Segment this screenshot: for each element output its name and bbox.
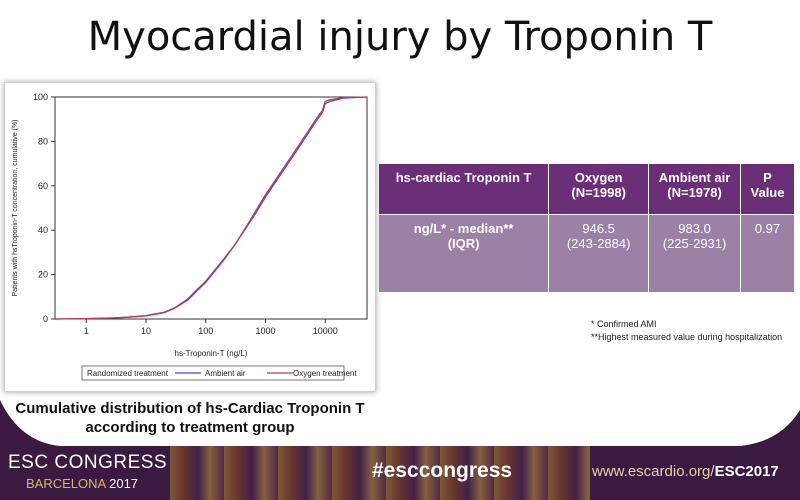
chart-caption-line1: Cumulative distribution of hs-Cardiac Tr… bbox=[15, 400, 365, 417]
cell-ambient: 983.0 (225-2931) bbox=[648, 214, 741, 292]
footer-url-suffix: ESC2017 bbox=[714, 463, 779, 480]
header-oxygen-n: (N=1998) bbox=[571, 185, 626, 200]
x-axis-label: hs-Troponin-T (ng/L) bbox=[175, 349, 248, 358]
table-header-row: hs-cardiac Troponin T Oxygen (N=1998) Amb… bbox=[379, 164, 795, 215]
header-troponin: hs-cardiac Troponin T bbox=[379, 164, 550, 215]
header-p-label: P bbox=[763, 170, 772, 185]
legend-label: Oxygen treatment bbox=[293, 369, 357, 378]
footer-congress-name: ESC CONGRESS bbox=[8, 452, 168, 473]
y-tick-label: 20 bbox=[38, 270, 48, 280]
chart-caption: Cumulative distribution of hs-Cardiac Tr… bbox=[0, 399, 380, 437]
header-p-value: P Value bbox=[740, 164, 795, 215]
oxygen-iqr: (243-2884) bbox=[566, 235, 631, 251]
header-oxygen: Oxygen (N=1998) bbox=[548, 164, 650, 215]
footer-url[interactable]: www.escardio.org/ESC2017 bbox=[592, 463, 779, 480]
row-label: ng/L* - median** (IQR) bbox=[379, 214, 550, 292]
chart-panel: 0 20 40 60 80 100 1 10 100 1000 10000 hs-Troponin-T… bbox=[4, 82, 376, 392]
chart-caption-line2: according to treatment group bbox=[85, 419, 295, 436]
y-tick-label: 40 bbox=[38, 225, 48, 235]
p-value: 0.97 bbox=[754, 220, 781, 236]
header-ambient-label: Ambient air bbox=[658, 170, 731, 185]
y-tick-label: 0 bbox=[43, 314, 48, 324]
x-tick-label: 100 bbox=[198, 326, 213, 336]
footer-pattern-decoration bbox=[170, 446, 590, 500]
cell-p-value: 0.97 bbox=[740, 214, 795, 292]
footnote-confirmed-ami: * Confirmed AMI bbox=[591, 319, 657, 329]
y-tick-label: 100 bbox=[33, 92, 48, 102]
x-tick-label: 1 bbox=[84, 326, 89, 336]
header-ambient-n: (N=1978) bbox=[667, 185, 722, 200]
x-tick-label: 10000 bbox=[313, 326, 338, 336]
footer-hashtag: #esccongress bbox=[372, 459, 513, 482]
header-oxygen-label: Oxygen bbox=[574, 170, 623, 185]
slide-title: Myocardial injury by Troponin T bbox=[87, 14, 713, 60]
results-table: hs-cardiac Troponin T Oxygen (N=1998) Amb… bbox=[379, 164, 795, 292]
cell-oxygen: 946.5 (243-2884) bbox=[548, 214, 650, 292]
legend-box bbox=[81, 365, 345, 381]
header-troponin-label: hs-cardiac Troponin T bbox=[395, 170, 532, 185]
legend-label: Ambient air bbox=[205, 369, 246, 378]
cumulative-distribution-chart: 0 20 40 60 80 100 1 10 100 1000 10000 hs-Troponin-T… bbox=[12, 92, 368, 381]
footnotes: * Confirmed AMI **Highest measured value… bbox=[591, 318, 782, 344]
header-ambient: Ambient air (N=1978) bbox=[648, 164, 741, 215]
footnote-highest-value: **Highest measured value during hospital… bbox=[591, 332, 783, 342]
x-tick-label: 1000 bbox=[255, 326, 275, 336]
table-row: ng/L* - median** (IQR) 946.5 (243-2884) 98… bbox=[379, 214, 795, 292]
y-tick-label: 60 bbox=[38, 181, 48, 191]
footer-city-name: BARCELONA bbox=[26, 476, 106, 491]
series-line-oxygen-treatment bbox=[54, 96, 368, 320]
footer-url-prefix: www.escardio.org/ bbox=[592, 463, 715, 480]
row-label-line2: (IQR) bbox=[447, 235, 480, 251]
oxygen-median: 946.5 bbox=[582, 220, 615, 236]
header-value-label: Value bbox=[750, 185, 785, 200]
y-tick-label: 80 bbox=[38, 136, 48, 146]
series-line-ambient-air bbox=[54, 96, 368, 320]
footer-year: 2017 bbox=[109, 476, 139, 491]
legend-title: Randomized treatment bbox=[87, 369, 169, 378]
y-axis-label: Patients with hsTroponin-T concentration… bbox=[12, 119, 19, 296]
ambient-iqr: (225-2931) bbox=[662, 235, 727, 251]
x-tick-label: 10 bbox=[141, 326, 151, 336]
row-label-line1: ng/L* - median** bbox=[413, 220, 514, 236]
footer-city: BARCELONA 2017 bbox=[26, 476, 138, 491]
plot-frame bbox=[54, 96, 368, 320]
ambient-median: 983.0 bbox=[678, 220, 711, 236]
